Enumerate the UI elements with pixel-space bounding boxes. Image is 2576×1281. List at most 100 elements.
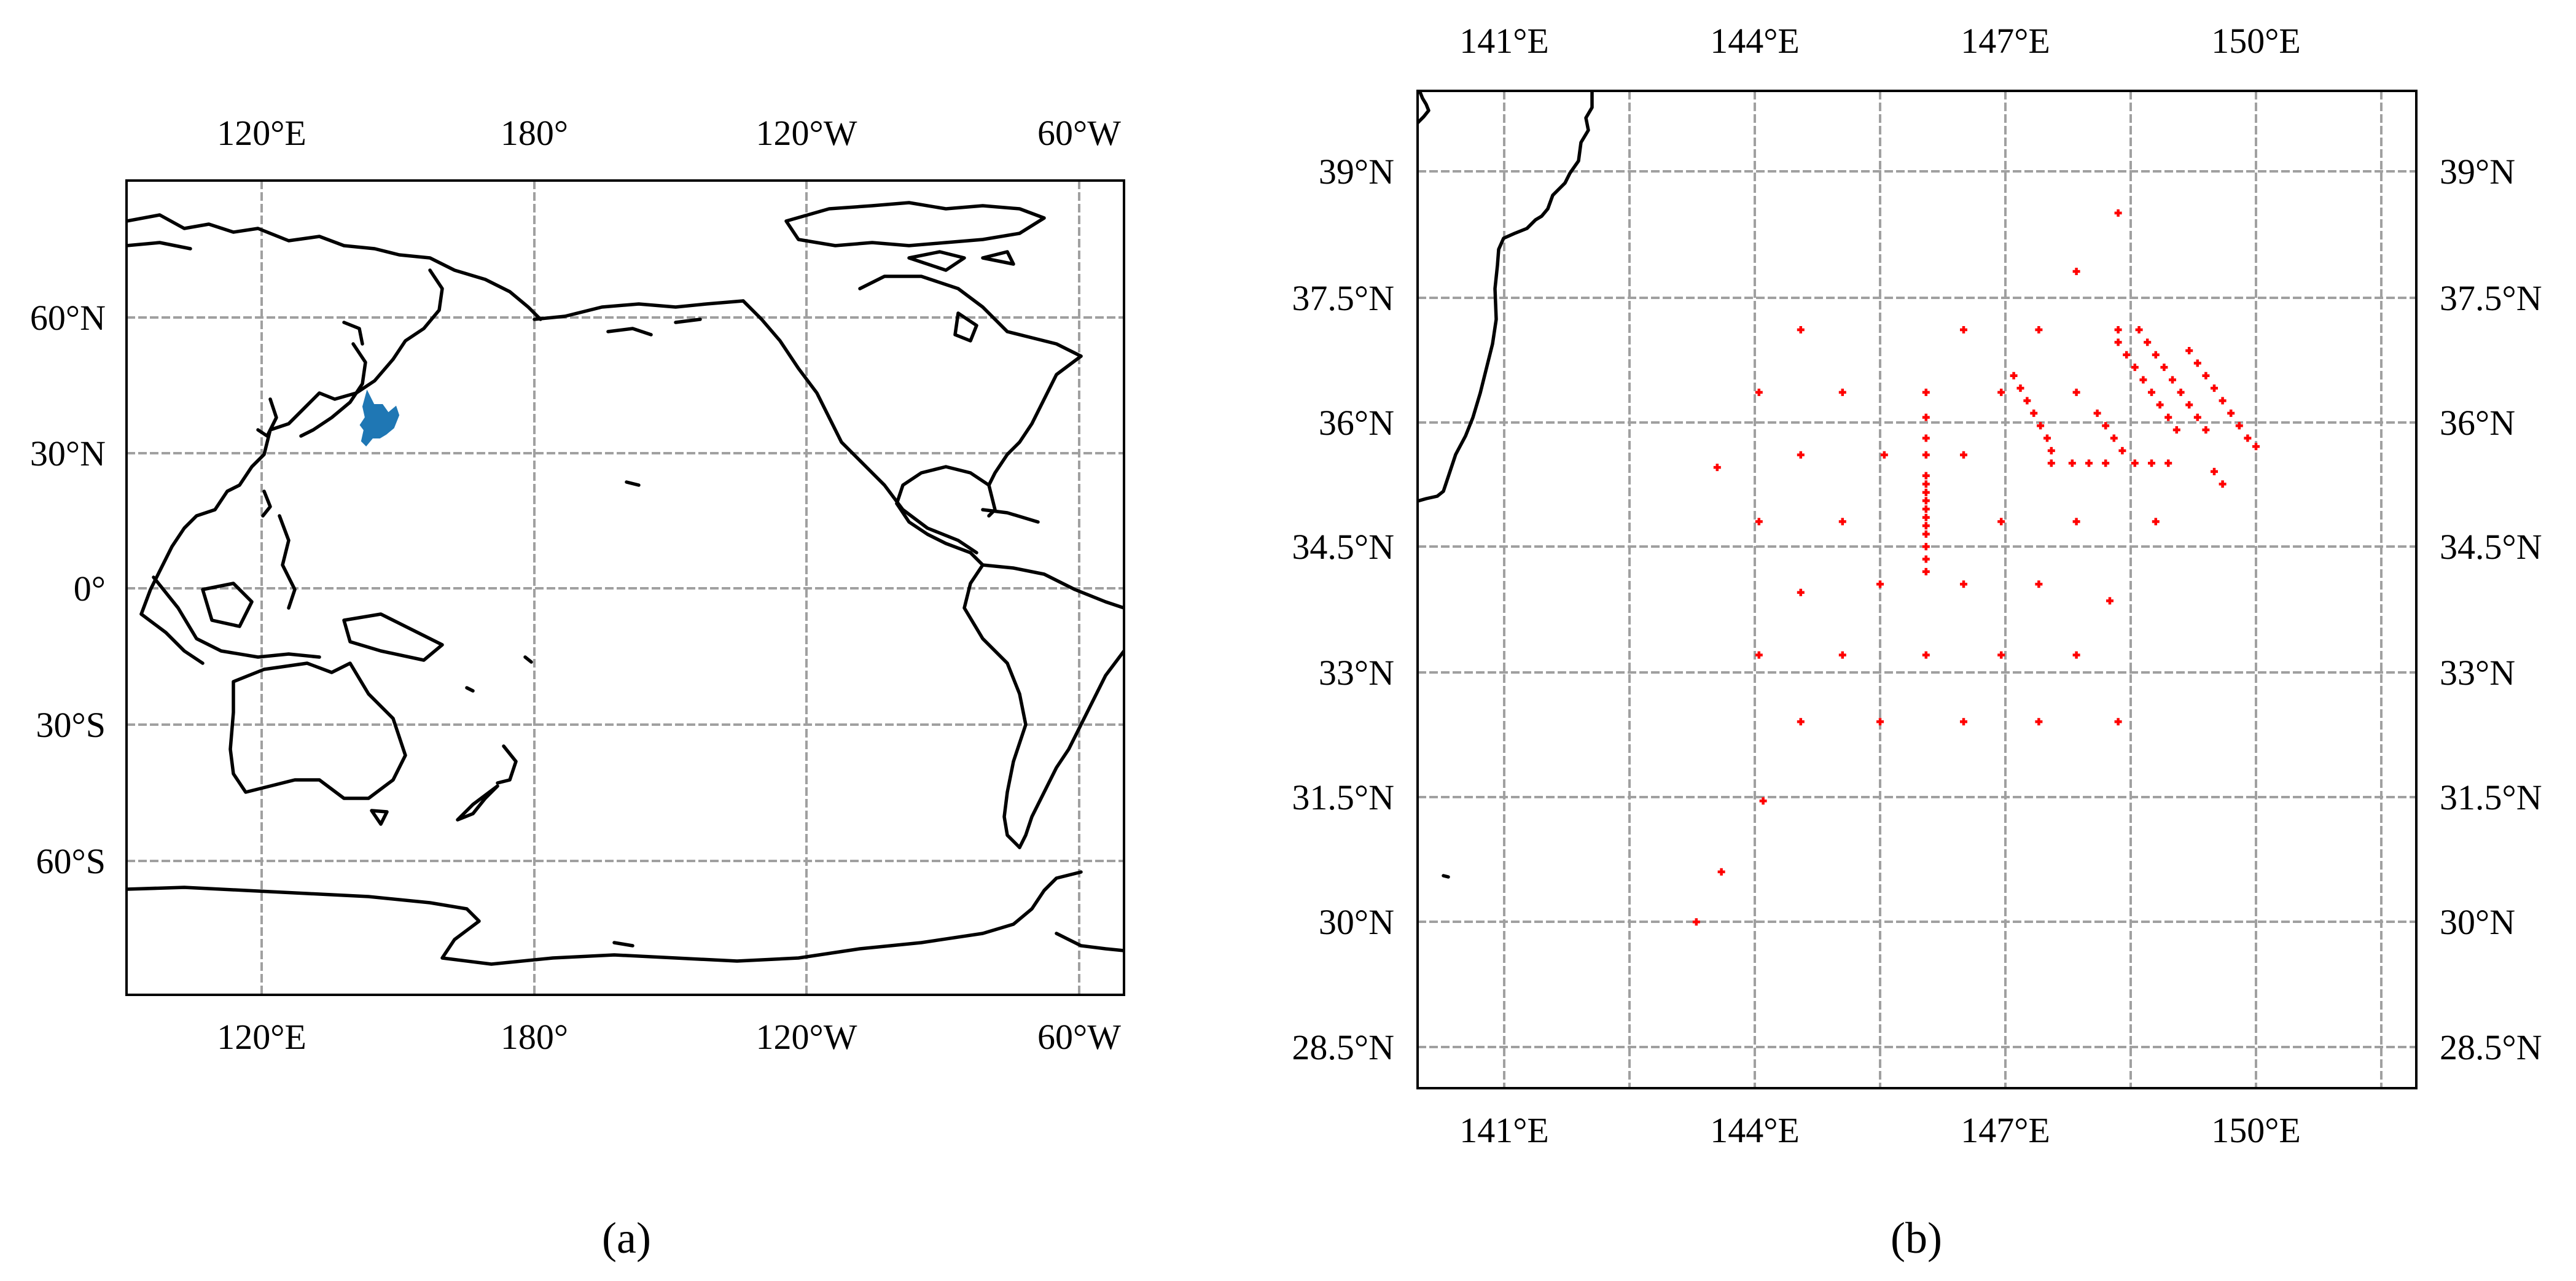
station-marker	[2043, 434, 2051, 442]
panel-b-xtick-bottom: 147°E	[1961, 1110, 2050, 1150]
station-marker	[2035, 326, 2043, 334]
panel-a-study-area	[359, 389, 400, 446]
station-marker	[2102, 422, 2110, 430]
station-marker	[2093, 409, 2101, 417]
station-marker	[1797, 326, 1805, 334]
panel-b-xtick-top: 144°E	[1710, 21, 1800, 61]
panel-a-ytick-left: 30°N	[30, 434, 106, 473]
station-marker	[2211, 467, 2218, 475]
panel-b-station-map: 141°E 144°E 147°E 150°E 141°E 144°E 147°…	[1292, 21, 2542, 1263]
panel-a-ytick-left: 30°S	[36, 705, 106, 745]
station-marker	[2123, 351, 2131, 359]
station-marker	[1922, 488, 1930, 496]
station-marker	[2160, 364, 2168, 372]
station-marker	[2193, 359, 2201, 367]
panel-b-ytick-left: 33°N	[1319, 653, 1394, 693]
station-marker	[1797, 718, 1805, 726]
panel-a-ytick-left: 60°N	[30, 298, 106, 338]
station-marker	[1997, 518, 2005, 526]
panel-b-xtick-top: 147°E	[1961, 21, 2050, 61]
station-marker	[1692, 918, 1700, 926]
station-marker	[1755, 388, 1763, 396]
panel-b-caption: (b)	[1891, 1213, 1942, 1263]
station-marker	[1960, 326, 1967, 334]
panel-b-ytick-left: 39°N	[1319, 152, 1394, 192]
station-marker	[2244, 434, 2252, 442]
panel-b-xtick-bottom: 150°E	[2211, 1110, 2301, 1150]
station-marker	[2139, 376, 2147, 384]
station-marker	[2148, 459, 2155, 467]
panel-a-xtick-bottom: 180°	[501, 1017, 568, 1057]
panel-b-ytick-right: 39°N	[2440, 152, 2515, 192]
station-marker	[1922, 651, 1930, 659]
station-marker	[2114, 209, 2122, 217]
panel-b-ytick-left: 37.5°N	[1292, 278, 1394, 318]
station-marker	[1960, 580, 1967, 588]
station-marker	[2131, 364, 2139, 372]
panel-a-xtick-top: 60°W	[1037, 113, 1121, 153]
station-marker	[2164, 459, 2172, 467]
panel-b-ytick-right: 30°N	[2440, 902, 2515, 942]
station-marker	[2235, 422, 2243, 430]
panel-b-xtick-bottom: 144°E	[1710, 1110, 1800, 1150]
station-marker	[2135, 326, 2143, 334]
station-marker	[1755, 518, 1763, 526]
station-marker	[1922, 434, 1930, 442]
station-marker	[2047, 446, 2055, 454]
station-marker	[1797, 588, 1805, 596]
station-marker	[2114, 718, 2122, 726]
panel-b-ytick-left: 28.5°N	[1292, 1027, 1394, 1067]
station-marker	[2169, 376, 2176, 384]
panel-a-xtick-bottom: 120°E	[217, 1017, 306, 1057]
panel-b-ytick-right: 28.5°N	[2440, 1027, 2542, 1067]
panel-b-xtick-bottom: 141°E	[1459, 1110, 1549, 1150]
station-marker	[2037, 422, 2045, 430]
panel-a-xtick-top: 180°	[501, 113, 568, 153]
panel-b-ytick-right: 37.5°N	[2440, 278, 2542, 318]
station-marker	[1922, 451, 1930, 459]
station-marker	[1922, 472, 1930, 480]
panel-b-gridlines	[1418, 91, 2416, 1088]
station-marker	[2072, 651, 2080, 659]
panel-b-station-points	[1692, 209, 2260, 926]
panel-a-xtick-bottom: 60°W	[1037, 1017, 1121, 1057]
panel-b-xtick-top: 141°E	[1459, 21, 1549, 61]
panel-a-frame	[125, 179, 1125, 996]
panel-a-caption: (a)	[602, 1213, 651, 1263]
station-marker	[2023, 397, 2031, 405]
panel-b-ytick-right: 31.5°N	[2440, 777, 2542, 817]
station-marker	[1797, 451, 1805, 459]
station-marker	[2085, 459, 2093, 467]
station-marker	[2110, 434, 2118, 442]
station-marker	[2211, 384, 2218, 392]
panel-b-ytick-right: 36°N	[2440, 403, 2515, 443]
station-marker	[2030, 409, 2038, 417]
station-marker	[1876, 718, 1884, 726]
station-marker	[2047, 459, 2055, 467]
station-marker	[1922, 513, 1930, 521]
station-marker	[1922, 413, 1930, 421]
station-marker	[2172, 426, 2180, 434]
panel-b-frame	[1416, 90, 2418, 1089]
station-marker	[2177, 388, 2185, 396]
station-marker	[2252, 443, 2260, 451]
station-marker	[2010, 372, 2018, 380]
panel-b-ytick-right: 34.5°N	[2440, 527, 2542, 567]
station-marker	[1838, 388, 1846, 396]
panel-a-xtick-top: 120°E	[217, 113, 306, 153]
station-marker	[1880, 451, 1888, 459]
station-marker	[1960, 718, 1967, 726]
station-marker	[1922, 555, 1930, 563]
panel-a-xtick-top: 120°W	[756, 113, 857, 153]
panel-b-ytick-left: 36°N	[1319, 403, 1394, 443]
station-marker	[1922, 522, 1930, 530]
panel-a-world-map: 120°E 180° 120°W 60°W 120°E 180° 120°W 6…	[30, 113, 1125, 1263]
station-marker	[2152, 518, 2160, 526]
station-marker	[1713, 464, 1721, 472]
station-marker	[2106, 597, 2113, 605]
station-marker	[2164, 413, 2172, 421]
station-marker	[1997, 651, 2005, 659]
station-marker	[2114, 326, 2122, 334]
station-marker	[2072, 388, 2080, 396]
panel-a-ytick-left: 60°S	[36, 841, 106, 881]
